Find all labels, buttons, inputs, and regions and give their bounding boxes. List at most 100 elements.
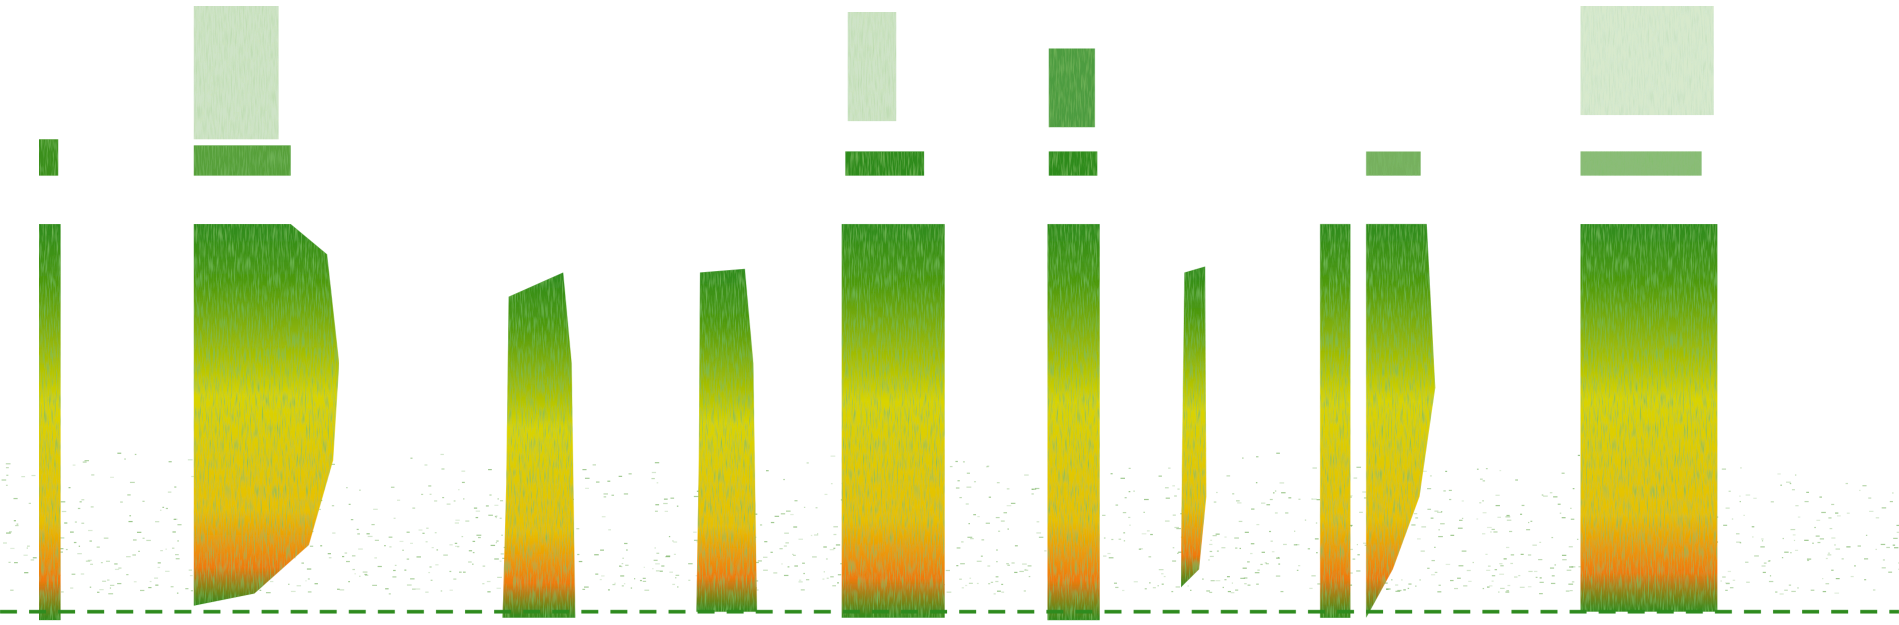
noise-speck [1479,502,1482,504]
noise-speck [1440,511,1443,513]
harmonic [1048,48,1095,128]
noise-speck [1108,557,1114,559]
noise-speck [5,484,8,486]
noise-speck [461,481,465,484]
noise-speck [1791,590,1796,593]
noise-speck [1491,528,1495,531]
noise-speck [576,528,580,530]
noise-speck [1000,520,1005,522]
noise-speck [754,561,759,564]
call [841,224,945,618]
noise-speck [1526,529,1531,531]
noise-speck [1815,535,1820,537]
noise-speck [962,461,965,463]
noise-speck [1006,505,1012,507]
noise-speck [1031,488,1034,490]
noise-speck [1846,546,1851,548]
noise-speck [1739,542,1742,544]
noise-speck [463,571,466,573]
noise-speck [790,513,794,516]
noise-speck [1491,575,1496,577]
noise-speck [1011,562,1015,564]
noise-speck [499,560,502,562]
noise-speck [988,583,991,585]
noise-speck [830,483,833,485]
noise-speck [1298,565,1301,567]
noise-speck [84,460,90,462]
noise-speck [1743,514,1745,516]
noise-speck [770,551,773,553]
noise-speck [1527,554,1532,556]
noise-speck [1304,519,1307,521]
noise-speck [1,479,7,481]
noise-speck [959,578,962,580]
noise-speck [1230,592,1235,594]
noise-speck [1485,468,1488,470]
noise-speck [1103,555,1107,557]
noise-speck [1461,517,1464,520]
noise-speck [798,581,803,583]
noise-speck [1561,554,1567,556]
noise-speck [1250,552,1253,555]
noise-speck [608,529,611,531]
noise-speck [603,493,608,495]
noise-speck [416,556,421,558]
noise-speck [1457,527,1463,529]
noise-speck [425,541,428,543]
noise-speck [1739,500,1741,503]
noise-speck [668,535,671,538]
noise-speck [473,507,478,509]
noise-speck [1515,479,1518,481]
noise-speck [1115,504,1119,506]
noise-speck [812,556,817,558]
noise-speck [1854,565,1856,567]
noise-speck [107,579,110,581]
noise-speck [1461,500,1464,502]
noise-speck [108,593,114,595]
noise-speck [1735,533,1740,535]
noise-speck [1541,494,1544,496]
noise-speck [693,539,698,541]
noise-speck [1572,488,1575,490]
noise-speck [1740,467,1742,469]
noise-speck [406,531,410,533]
noise-speck [373,508,378,510]
noise-speck [1752,536,1754,538]
noise-speck [1819,538,1825,540]
noise-speck [1459,519,1463,521]
noise-speck [1857,545,1861,547]
noise-speck [1124,497,1127,499]
noise-speck [833,533,837,536]
noise-speck [620,575,625,577]
noise-speck [1463,585,1468,587]
noise-speck [1031,488,1037,490]
noise-speck [346,487,348,489]
noise-speck [120,501,123,503]
noise-speck [1729,587,1734,589]
noise-speck [621,585,624,587]
noise-speck [148,586,152,589]
noise-speck [654,547,656,549]
call [1320,224,1351,618]
noise-speck [1403,589,1406,591]
noise-speck [670,497,675,499]
noise-speck [961,587,964,589]
noise-speck [1816,519,1821,521]
noise-speck [1725,507,1730,509]
noise-speck [494,558,499,560]
noise-speck [1865,534,1868,536]
noise-speck [584,477,590,479]
noise-speck [755,589,759,591]
noise-speck [15,524,19,527]
noise-speck [1177,488,1180,490]
noise-speck [1727,570,1732,573]
noise-speck [1255,482,1258,484]
noise-speck [780,513,786,515]
noise-speck [956,547,961,549]
noise-speck [89,586,92,588]
noise-speck [402,549,404,551]
noise-speck [61,591,64,593]
noise-speck [1850,575,1854,578]
noise-speck [1213,501,1217,503]
noise-speck [1123,532,1126,534]
